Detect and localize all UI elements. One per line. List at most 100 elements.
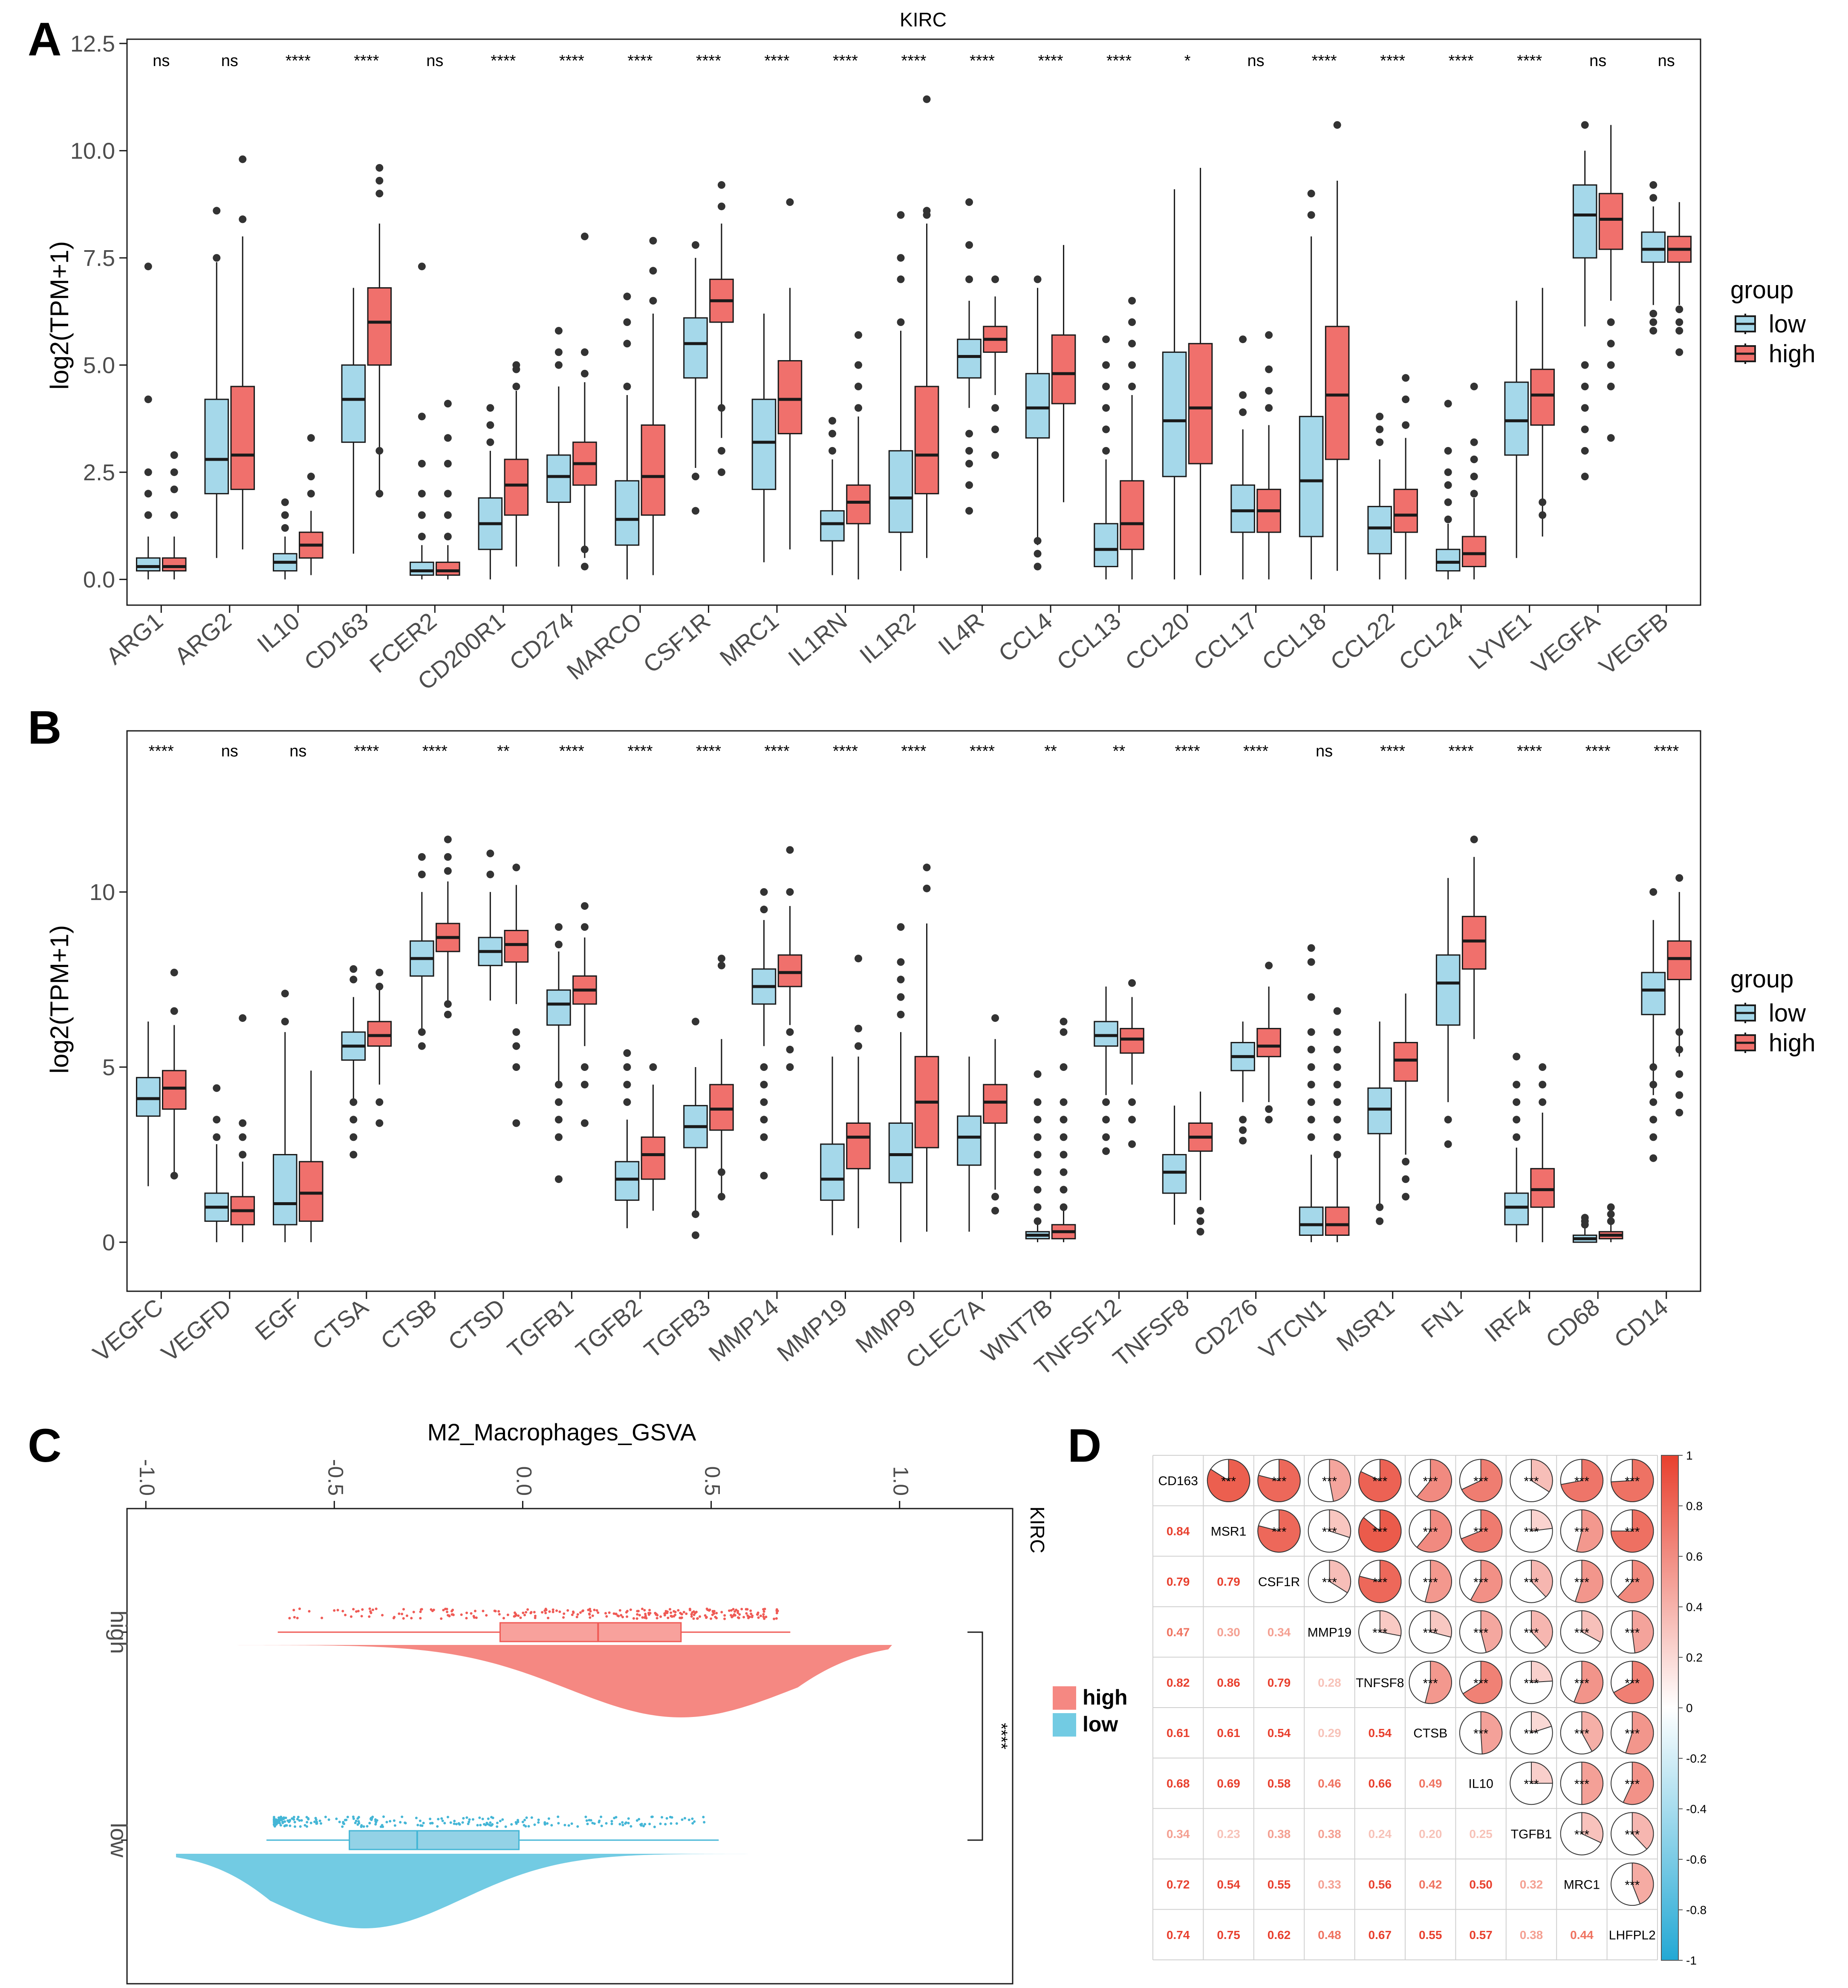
box-low-MARCO — [615, 292, 640, 580]
rain-point — [355, 1610, 358, 1613]
significance-label: **** — [1654, 742, 1679, 760]
outlier-point — [375, 164, 384, 172]
rain-point — [733, 1614, 736, 1617]
outlier-point — [512, 1042, 520, 1050]
rain-point — [465, 1617, 468, 1620]
significance-mark: *** — [1625, 1525, 1640, 1539]
box-high-CTSD — [504, 863, 529, 1127]
rain-point — [422, 1821, 425, 1824]
outlier-point — [1376, 1217, 1384, 1225]
rain-point — [462, 1817, 465, 1820]
correlation-pie: *** — [1560, 1509, 1604, 1553]
rain-point — [289, 1824, 292, 1827]
box-body — [1435, 954, 1461, 1026]
rain-point — [703, 1821, 706, 1824]
box-low-VEGFC — [136, 1021, 161, 1186]
correlation-pie: *** — [1409, 1661, 1452, 1704]
significance-label: ns — [426, 52, 443, 70]
significance-mark: *** — [1473, 1575, 1488, 1590]
outlier-point — [580, 563, 589, 571]
correlation-value: 0.20 — [1419, 1827, 1442, 1841]
rain-point — [360, 1825, 363, 1828]
outlier-point — [623, 1081, 631, 1089]
panel-c-legend-low: low — [1083, 1712, 1118, 1736]
box-low-TGFB1 — [546, 923, 571, 1183]
outlier-point — [1034, 275, 1042, 283]
outlier-point — [786, 198, 794, 206]
box-body — [751, 398, 777, 490]
pie-wedge — [1581, 1711, 1604, 1752]
significance-mark: *** — [1524, 1626, 1539, 1640]
rain-point — [674, 1610, 677, 1613]
outlier-point — [649, 267, 657, 275]
correlation-value: 0.34 — [1268, 1625, 1291, 1639]
rain-point — [642, 1825, 645, 1828]
outlier-point — [1265, 404, 1273, 412]
outlier-point — [375, 1098, 384, 1106]
significance-label: **** — [1038, 52, 1063, 70]
box-body — [349, 1830, 520, 1850]
rain-point — [357, 1610, 360, 1613]
box-low-CCL24 — [1435, 400, 1461, 580]
rain-point — [344, 1818, 346, 1821]
outlier-point — [897, 975, 905, 984]
outlier-point — [1265, 1105, 1273, 1113]
outlier-point — [418, 853, 426, 861]
correlation-pie: *** — [1510, 1459, 1553, 1502]
rain-point — [579, 1611, 582, 1614]
correlation-value: 0.38 — [1268, 1827, 1291, 1841]
rain-point — [740, 1607, 743, 1610]
outlier-point — [1102, 335, 1110, 343]
box-high-ARG1 — [162, 451, 187, 580]
outlier-point — [717, 447, 725, 455]
significance-mark: *** — [1423, 1626, 1438, 1640]
outlier-point — [170, 511, 178, 519]
outlier-point — [1034, 1098, 1042, 1106]
outlier-point — [1102, 425, 1110, 433]
box-low-WNT7B — [1025, 1070, 1050, 1242]
outlier-point — [1649, 1133, 1657, 1141]
outlier-point — [554, 1116, 563, 1124]
rain-point — [416, 1824, 419, 1826]
significance-mark: *** — [1625, 1676, 1640, 1691]
rain-point — [572, 1611, 575, 1614]
significance-label: **** — [696, 52, 721, 70]
outlier-point — [1196, 1228, 1204, 1236]
outlier-point — [965, 430, 973, 438]
rain-point — [478, 1816, 481, 1819]
rain-point — [522, 1611, 525, 1614]
rain-point — [713, 1612, 716, 1615]
pie-wedge — [1358, 1509, 1402, 1553]
significance-label: * — [1184, 52, 1191, 70]
outlier-point — [1470, 382, 1478, 390]
colorbar-tick-label: -0.4 — [1686, 1803, 1707, 1816]
rain-point — [487, 1817, 490, 1820]
box-low-CCL18 — [1299, 190, 1324, 580]
rain-point — [638, 1818, 641, 1821]
rain-point — [497, 1610, 500, 1613]
outlier-point — [649, 237, 657, 245]
significance-mark: *** — [1473, 1525, 1488, 1539]
outlier-point — [444, 835, 452, 843]
outlier-point — [1102, 361, 1110, 369]
pie-wedge — [1462, 1661, 1503, 1704]
rain-point — [691, 1611, 694, 1614]
rain-point — [693, 1613, 696, 1616]
rain-point — [399, 1821, 402, 1824]
significance-mark: *** — [1574, 1777, 1589, 1792]
rain-point — [352, 1608, 355, 1611]
box-low-CD68 — [1572, 1214, 1597, 1243]
outlier-point — [1444, 515, 1452, 523]
outlier-point — [965, 198, 973, 206]
rain-point — [468, 1821, 471, 1824]
outlier-point — [760, 1133, 768, 1141]
gene-label: MMP19 — [1308, 1625, 1351, 1639]
rain-point — [775, 1609, 778, 1612]
box-body — [709, 1084, 734, 1131]
significance-label: **** — [992, 1723, 1011, 1749]
box-body — [299, 1161, 323, 1222]
rain-point — [674, 1613, 677, 1616]
outlier-point — [760, 906, 768, 914]
rain-point — [626, 1615, 629, 1618]
box-body — [367, 1021, 392, 1047]
